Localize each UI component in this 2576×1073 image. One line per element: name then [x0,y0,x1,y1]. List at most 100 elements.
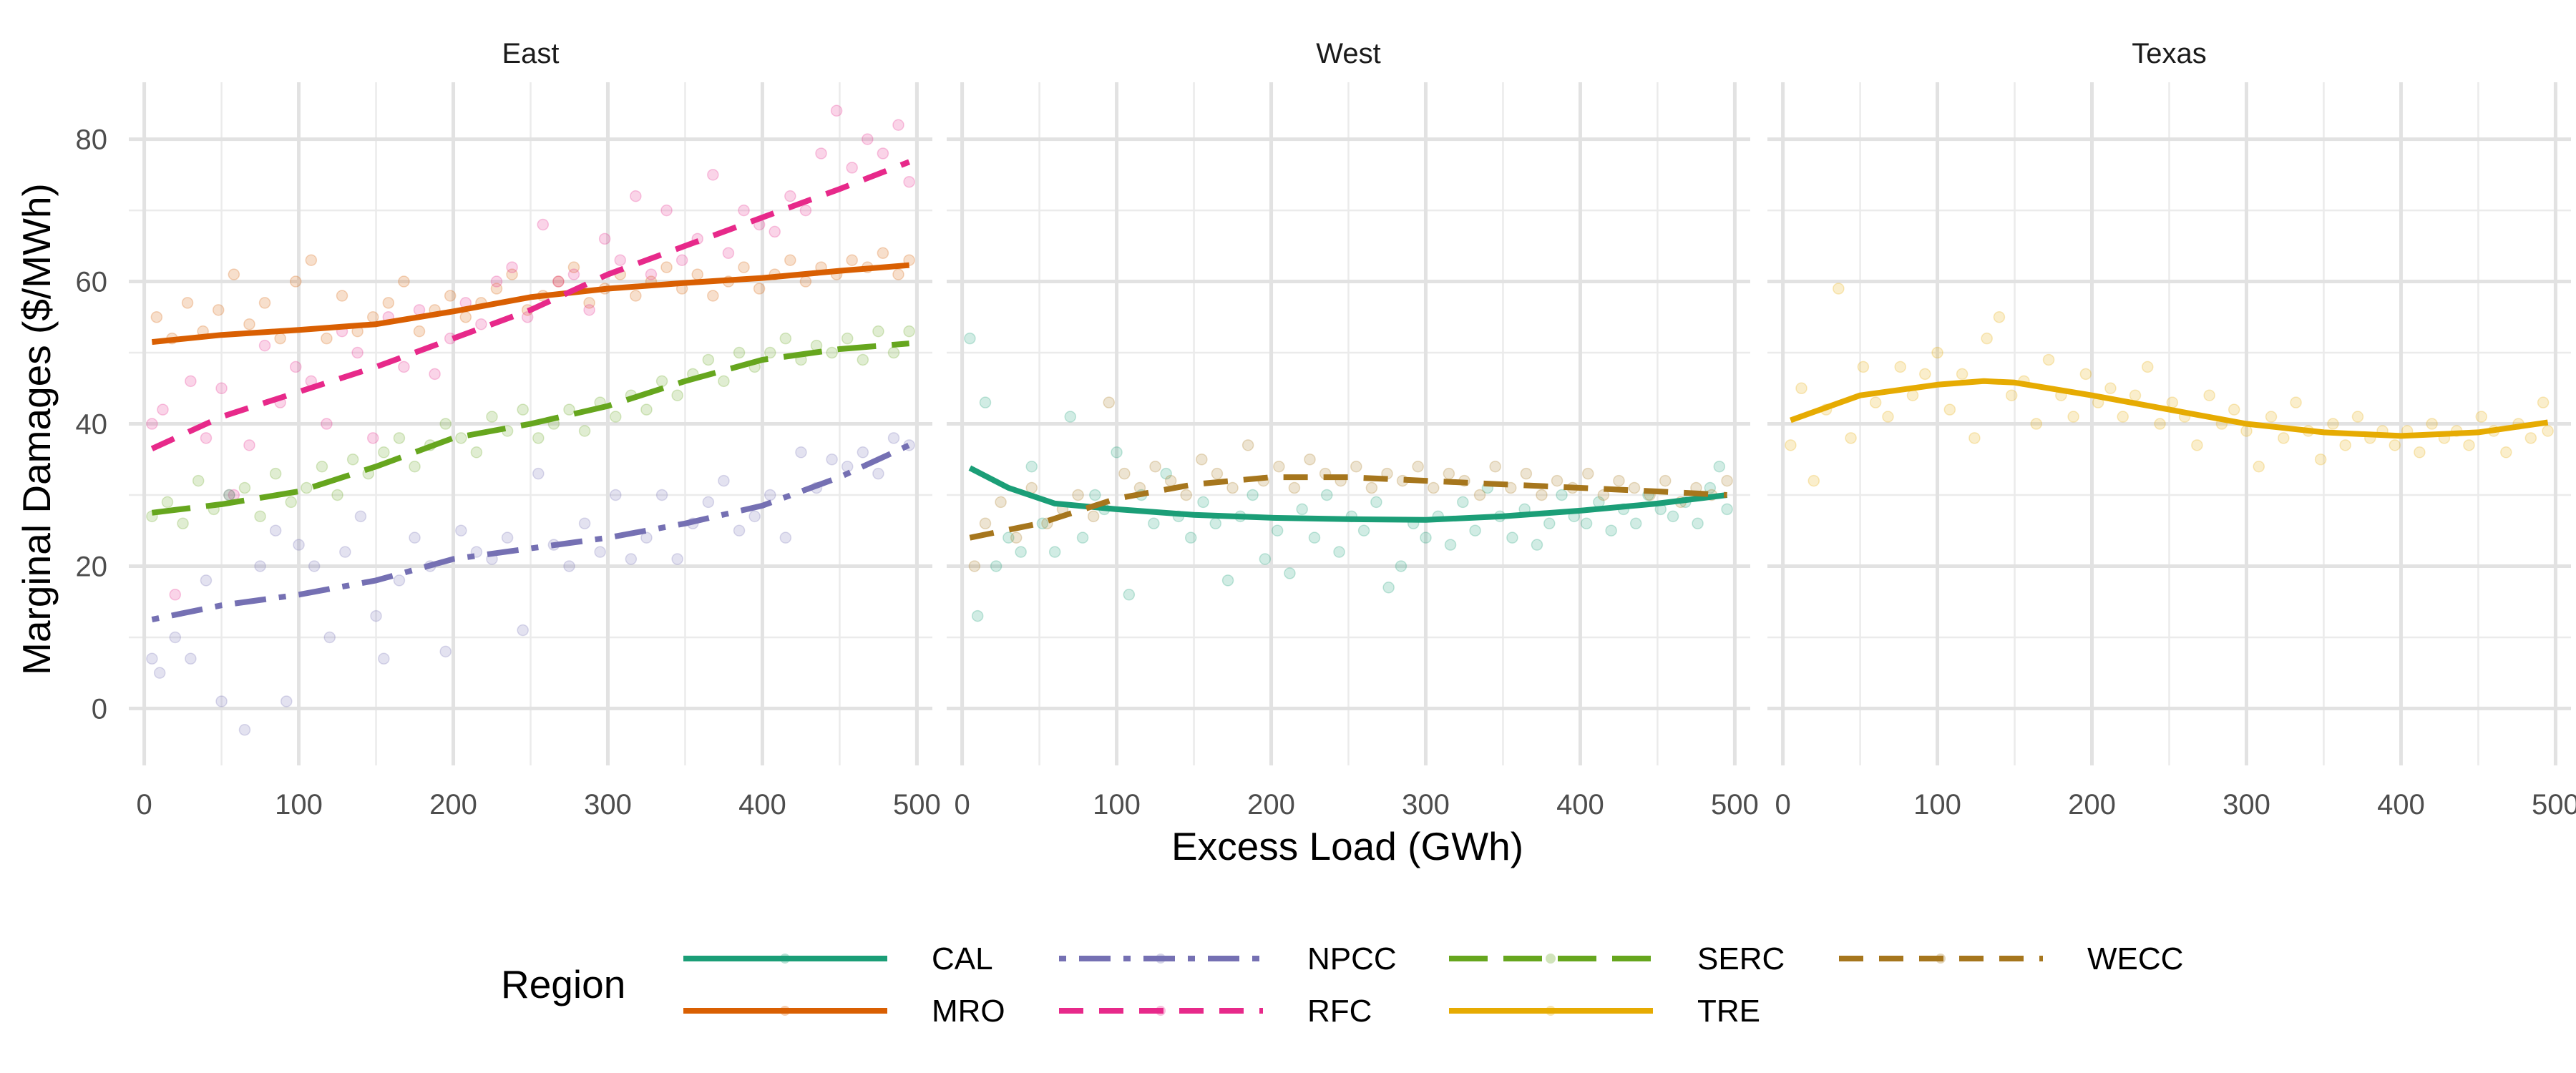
data-point-serc [285,496,298,509]
data-point-npcc [169,631,182,644]
legend: CAL MRO NPCC RFC SERC TRE WECC [683,941,2183,1029]
data-point-tre [2426,418,2438,430]
data-point-rfc [630,190,642,202]
panel-texas: Texas 0 100 200 300 400 500 [1767,38,2576,820]
data-point-cal [971,609,984,622]
data-point-wecc [1412,460,1424,473]
data-point-tre [2414,446,2426,459]
x-tick-label: 200 [2068,789,2116,820]
panel-east: East 0 100 200 300 400 500 0 20 40 60 80 [76,38,941,820]
data-point-mro [150,311,163,323]
data-point-rfc [289,361,302,373]
data-point-serc [763,346,776,359]
legend-item-tre: TRE [1449,994,1760,1029]
data-point-cal [1284,567,1296,579]
data-point-cal [1025,460,1038,473]
data-point-cal [1506,531,1518,544]
data-point-tre [2067,411,2079,423]
data-point-serc [238,481,251,494]
data-point-mro [181,297,194,309]
data-point-serc [316,460,328,473]
data-point-wecc [1659,474,1672,487]
x-tick-label: 0 [136,789,152,820]
data-point-npcc [238,724,251,736]
data-point-serc [671,389,683,401]
data-point-rfc [567,268,580,280]
legend-item-mro: MRO [683,994,1005,1029]
data-point-mro [877,247,889,259]
legend-label: CAL [932,941,993,976]
data-point-cal [979,396,992,408]
trend-line-npcc [151,442,911,623]
y-tick-label: 40 [76,409,108,441]
data-point-rfc [506,261,518,273]
data-point-cal [1704,481,1717,494]
data-point-npcc [640,531,653,544]
trend-line-rfc [150,159,911,451]
data-point-cal [1420,531,1432,544]
data-point-tre [1943,403,1956,416]
data-point-npcc [795,446,807,459]
data-point-wecc [1581,467,1594,480]
data-point-rfc [903,176,915,188]
legend-title: Region [501,962,625,1006]
data-point-serc [532,432,545,444]
data-point-rfc [660,204,673,217]
data-point-rfc [146,418,158,430]
data-point-rfc [877,147,889,160]
x-tick-label: 500 [1711,789,1759,820]
x-tick-label: 200 [429,789,477,820]
legend-key-point [1936,954,1946,964]
data-point-cal [1002,531,1015,544]
data-point-mro [413,325,426,338]
data-point-wecc [1211,467,1224,480]
data-point-wecc [1164,474,1177,487]
data-point-mro [459,311,472,323]
data-point-cal [1271,524,1284,536]
data-point-cal [1308,531,1321,544]
data-point-mro [228,268,240,280]
data-point-cal [1111,446,1123,459]
data-point-tre [2500,446,2512,459]
data-point-tre [2079,368,2092,381]
data-point-tre [2228,403,2240,416]
data-point-tre [1857,361,1870,373]
data-point-serc [409,460,421,473]
data-point-cal [964,332,976,345]
data-point-cal [1457,496,1469,509]
data-point-tre [1906,389,1919,401]
legend-key-point [1156,1006,1166,1016]
facet-title: West [1316,38,1380,69]
data-point-tre [1795,382,1807,395]
data-point-cal [1076,531,1089,544]
data-point-cal [1296,503,1308,516]
data-point-wecc [1597,489,1610,501]
data-point-npcc [215,695,228,707]
data-point-npcc [625,553,638,565]
data-point-npcc [872,467,884,480]
data-point-tre [2030,418,2043,430]
data-point-cal [1629,517,1642,530]
data-point-wecc [1365,481,1378,494]
data-point-rfc [429,368,441,381]
data-point-mro [630,290,642,302]
data-point-cal [1221,574,1234,587]
trend-line-mro [151,262,909,346]
data-point-mro [243,318,255,330]
data-point-rfc [707,169,719,181]
data-point-serc [718,375,730,388]
data-point-npcc [200,574,213,587]
data-point-rfc [675,254,688,266]
data-point-npcc [455,524,467,536]
data-point-cal [1246,489,1259,501]
data-point-tre [2463,439,2475,451]
data-point-cal [1543,517,1556,530]
data-point-wecc [1489,460,1501,473]
data-point-tre [2117,411,2129,423]
data-point-serc [331,489,343,501]
data-point-tre [2265,411,2278,423]
data-point-npcc [718,474,730,487]
legend-key-point [1156,954,1166,964]
data-point-tre [1919,368,1931,381]
